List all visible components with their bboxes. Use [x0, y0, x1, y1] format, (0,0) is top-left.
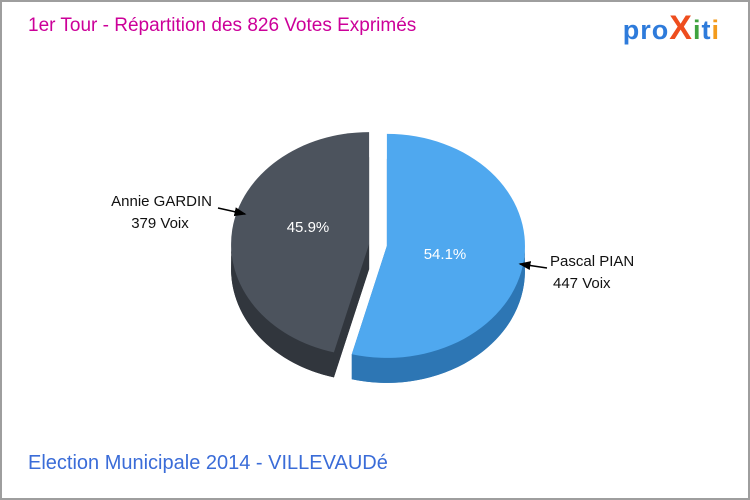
logo-letter: X: [669, 9, 693, 47]
callout-annie-name: Annie GARDIN: [111, 193, 212, 210]
pie-percent-annie: 45.9%: [287, 219, 330, 236]
callout-pascal-arrow: [518, 261, 548, 270]
logo-letter: r: [640, 15, 652, 45]
pie-slice-0: [351, 133, 525, 358]
pie-slice-1: [231, 132, 370, 353]
chart-title: 1er Tour - Répartition des 826 Votes Exp…: [28, 15, 417, 36]
callout-annie-arrow: [217, 207, 247, 217]
chart-footer: Election Municipale 2014 - VILLEVAUDé: [28, 452, 388, 474]
pie-slices: [231, 132, 525, 383]
pie-percent-pascal: 54.1%: [424, 246, 467, 263]
logo-letter: i: [711, 15, 720, 45]
proxiti-logo: proXiti: [623, 8, 720, 50]
callout-annie-votes: 379 Voix: [131, 215, 189, 232]
logo-letter: o: [651, 15, 670, 45]
callout-pascal-name: Pascal PIAN: [550, 253, 634, 270]
logo-letter: p: [622, 15, 641, 45]
logo-letter: t: [701, 15, 712, 45]
logo-letter: i: [692, 15, 702, 45]
callout-pascal-votes: 447 Voix: [553, 275, 611, 292]
